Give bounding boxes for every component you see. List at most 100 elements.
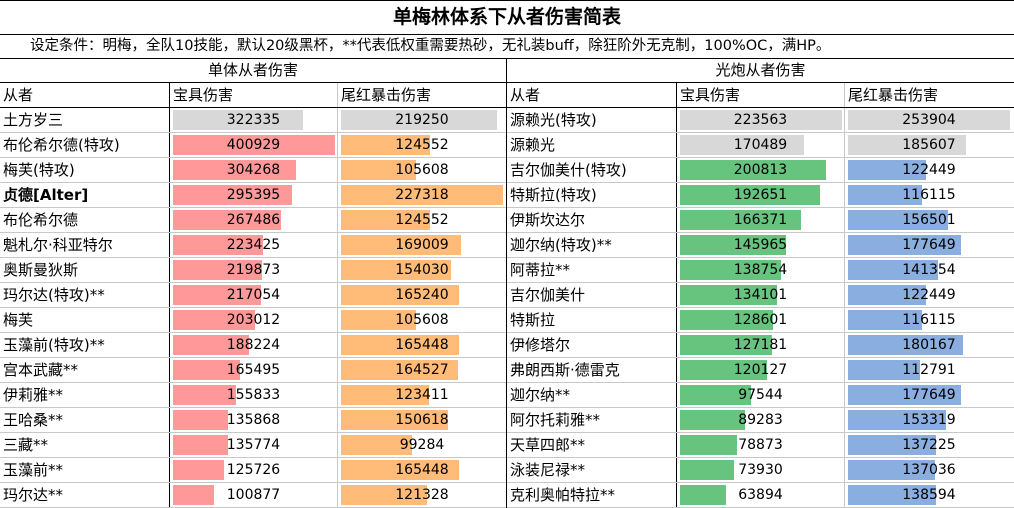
servant-name: 土方岁三 — [0, 108, 170, 132]
crit-damage-bar — [341, 260, 451, 280]
crit-damage-cell: 141354 — [845, 258, 1013, 282]
table-row: 泳装尼禄** 73930 137036 — [507, 458, 1014, 483]
table-row: 伊莉雅** 155833 123411 — [0, 383, 506, 408]
table-row: 宫本武藏** 165495 164527 — [0, 358, 506, 383]
np-damage-cell: 100877 — [170, 483, 338, 507]
table-row: 伊修塔尔 127181 180167 — [507, 333, 1014, 358]
np-damage-cell: 400929 — [170, 133, 338, 157]
crit-damage-bar — [341, 135, 430, 155]
crit-damage-bar — [848, 410, 946, 430]
servant-name: 宫本武藏** — [0, 358, 170, 382]
crit-damage-cell: 156501 — [845, 208, 1013, 232]
np-damage-bar — [680, 460, 734, 480]
np-damage-cell: 192651 — [677, 183, 845, 207]
crit-damage-cell: 177649 — [845, 233, 1013, 257]
table-row: 天草四郎** 78873 137225 — [507, 433, 1014, 458]
np-damage-cell: 138754 — [677, 258, 845, 282]
np-damage-cell: 322335 — [170, 108, 338, 132]
crit-damage-value: 150618 — [395, 412, 449, 428]
crit-damage-value: 112791 — [902, 362, 956, 378]
np-damage-cell: 135774 — [170, 433, 338, 457]
crit-damage-value: 124552 — [395, 212, 449, 228]
crit-damage-value: 165448 — [395, 337, 449, 353]
crit-damage-bar — [341, 210, 430, 230]
header-np-damage: 宝具伤害 — [170, 83, 338, 107]
table-row: 弗朗西斯·德雷克 120127 112791 — [507, 358, 1014, 383]
section-title: 单体从者伤害 — [0, 59, 506, 83]
np-damage-value: 203012 — [226, 312, 281, 328]
table-row: 伊斯坎达尔 166371 156501 — [507, 208, 1014, 233]
crit-damage-cell: 165448 — [338, 458, 506, 482]
crit-damage-value: 253904 — [902, 112, 956, 128]
single-target-table: 单体从者伤害 从者 宝具伤害 尾红暴击伤害 土方岁三 322335 219250 布伦… — [0, 59, 507, 508]
crit-damage-bar — [848, 260, 938, 280]
np-damage-value: 295395 — [226, 187, 281, 203]
servant-name: 吉尔伽美什(特攻) — [507, 158, 677, 182]
servant-name: 王哈桑** — [0, 408, 170, 432]
np-damage-cell: 166371 — [677, 208, 845, 232]
np-damage-bar — [173, 285, 261, 305]
np-damage-bar — [680, 410, 745, 430]
crit-damage-value: 116115 — [902, 312, 956, 328]
crit-damage-bar — [848, 210, 948, 230]
crit-damage-bar — [341, 310, 416, 330]
header-servant: 从者 — [0, 83, 170, 107]
np-damage-value: 192651 — [733, 187, 788, 203]
np-damage-cell: 125726 — [170, 458, 338, 482]
np-damage-value: 400929 — [226, 137, 281, 153]
crit-damage-cell: 116115 — [845, 183, 1013, 207]
servant-name: 阿蒂拉** — [507, 258, 677, 282]
np-damage-value: 78873 — [738, 437, 783, 453]
servant-name: 梅芙(特攻) — [0, 158, 170, 182]
servant-name: 玉藻前(特攻)** — [0, 333, 170, 357]
np-damage-cell: 127181 — [677, 333, 845, 357]
crit-damage-bar — [341, 360, 458, 380]
crit-damage-cell: 121328 — [338, 483, 506, 507]
servant-name: 布伦希尔德(特攻) — [0, 133, 170, 157]
np-damage-cell: 203012 — [170, 308, 338, 332]
np-damage-bar — [680, 385, 751, 405]
table-row: 玉藻前(特攻)** 188224 165448 — [0, 333, 506, 358]
np-damage-bar — [173, 435, 228, 455]
np-damage-value: 223563 — [733, 112, 788, 128]
crit-damage-cell: 137225 — [845, 433, 1013, 457]
crit-damage-bar — [341, 235, 461, 255]
np-damage-bar — [680, 160, 826, 180]
crit-damage-value: 105608 — [395, 162, 449, 178]
np-damage-cell: 217054 — [170, 283, 338, 307]
table-row: 吉尔伽美什(特攻) 200813 122449 — [507, 158, 1014, 183]
crit-damage-cell: 112791 — [845, 358, 1013, 382]
crit-damage-value: 137225 — [902, 437, 956, 453]
np-damage-value: 165495 — [226, 362, 281, 378]
table-row: 贞德[Alter] 295395 227318 — [0, 183, 506, 208]
crit-damage-value: 164527 — [395, 362, 449, 378]
crit-damage-cell: 122449 — [845, 283, 1013, 307]
crit-damage-bar — [341, 110, 497, 130]
crit-damage-bar — [848, 310, 922, 330]
crit-damage-cell: 165448 — [338, 333, 506, 357]
np-damage-cell: 128601 — [677, 308, 845, 332]
crit-damage-bar — [848, 160, 926, 180]
np-damage-value: 97544 — [738, 387, 783, 403]
servant-name: 克利奥帕特拉** — [507, 483, 677, 507]
np-damage-value: 166371 — [733, 212, 788, 228]
crit-damage-value: 165448 — [395, 462, 449, 478]
crit-damage-bar — [341, 160, 416, 180]
np-damage-value: 128601 — [733, 312, 788, 328]
table-row: 特斯拉(特攻) 192651 116115 — [507, 183, 1014, 208]
table-row: 克利奥帕特拉** 63894 138594 — [507, 483, 1014, 508]
servant-name: 伊修塔尔 — [507, 333, 677, 357]
np-damage-cell: 120127 — [677, 358, 845, 382]
crit-damage-cell: 124552 — [338, 208, 506, 232]
np-damage-cell: 304268 — [170, 158, 338, 182]
crit-damage-cell: 116115 — [845, 308, 1013, 332]
servant-name: 阿尔托莉雅** — [507, 408, 677, 432]
np-damage-cell: 134101 — [677, 283, 845, 307]
servant-name: 源赖光 — [507, 133, 677, 157]
np-damage-bar — [173, 185, 292, 205]
crit-damage-value: 122449 — [902, 162, 956, 178]
crit-damage-value: 137036 — [902, 462, 956, 478]
servant-name: 迦尔纳(特攻)** — [507, 233, 677, 257]
header-row: 从者 宝具伤害 尾红暴击伤害 — [0, 83, 506, 108]
np-damage-bar — [680, 235, 786, 255]
